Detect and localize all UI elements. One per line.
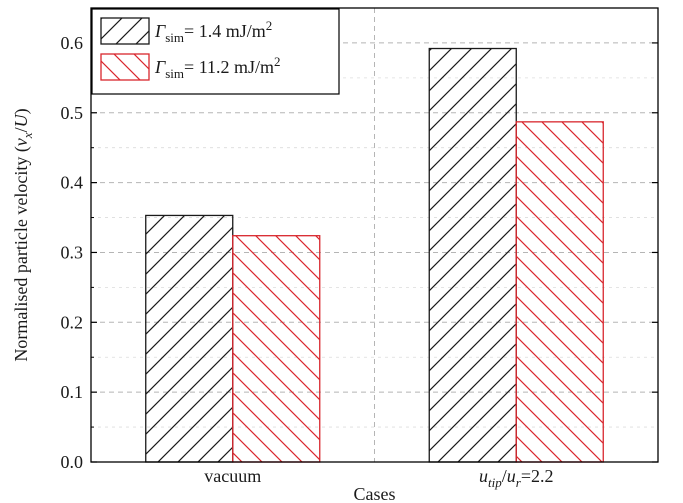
plot-frame xyxy=(90,7,659,463)
y-tick-label: 0.0 xyxy=(61,452,84,472)
x-tick-label: vacuum xyxy=(204,466,261,486)
x-axis-title: Cases xyxy=(354,484,396,503)
x-tick-label: utip/ur=2.2 xyxy=(479,466,553,490)
legend-swatch xyxy=(100,53,150,81)
bar-series-2-vacuum xyxy=(232,235,321,463)
legend-label: Γsim= 11.2 mJ/m2 xyxy=(154,54,281,81)
legend: Γsim= 1.4 mJ/m2 Γsim= 11.2 mJ/m2 xyxy=(91,8,340,95)
y-tick-label: 0.6 xyxy=(61,33,84,53)
bar-series-1-vacuum xyxy=(145,214,234,463)
legend-label: Γsim= 1.4 mJ/m2 xyxy=(154,18,272,45)
y-tick-label: 0.4 xyxy=(61,173,84,193)
bar-series-2-u-tip-ratio xyxy=(515,121,604,463)
bars xyxy=(145,47,604,463)
y-tick-label: 0.3 xyxy=(61,242,84,262)
y-tick-label: 0.2 xyxy=(61,312,84,332)
y-axis-title: Normalised particle velocity (vx/U) xyxy=(11,108,35,361)
y-tick-label: 0.1 xyxy=(61,382,84,402)
legend-swatch xyxy=(100,17,150,45)
y-tick-label: 0.5 xyxy=(61,103,84,123)
bar-series-1-u-tip-ratio xyxy=(428,47,517,463)
axis-labels: 0.0 0.1 0.2 0.3 0.4 0.5 0.6 vacuum utip/ur=2.2 Ca… xyxy=(11,33,553,503)
